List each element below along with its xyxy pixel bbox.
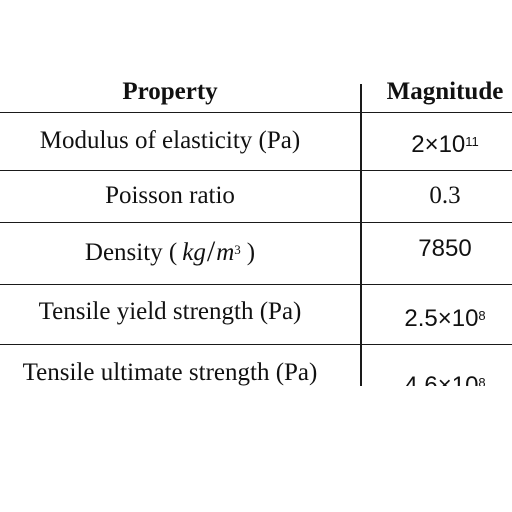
row-rule — [0, 222, 512, 223]
header-rule — [0, 112, 512, 113]
row-rule — [0, 170, 512, 171]
column-divider — [360, 84, 362, 386]
value-poisson: 0.3 — [429, 182, 461, 209]
property-ultimate-strength: Tensile ultimate strength (Pa) — [22, 359, 318, 386]
value-density: 7850 — [418, 235, 472, 262]
material-properties-table: Property Magnitude Modulus of elasticity… — [0, 74, 512, 386]
property-density: Density ( kg / m 3 ) — [84, 235, 256, 268]
value-modulus: 2×10 11 — [411, 131, 479, 158]
value-base: 2×10 — [411, 131, 466, 158]
row-rule — [0, 344, 512, 345]
property-poisson: Poisson ratio — [105, 182, 235, 209]
value-base: 4.6×10 — [404, 372, 479, 386]
row-rule — [0, 284, 512, 285]
header-magnitude: Magnitude — [386, 78, 504, 105]
value-yield-strength: 2.5×10 8 — [404, 305, 486, 332]
unit-numerator: kg — [182, 239, 206, 266]
unit-slash: / — [206, 235, 216, 268]
header-property: Property — [122, 78, 218, 105]
value-ultimate-strength: 4.6×10 8 — [372, 358, 512, 386]
density-close-paren: ) — [246, 239, 256, 266]
property-modulus: Modulus of elasticity (Pa) — [39, 127, 301, 154]
property-yield-strength: Tensile yield strength (Pa) — [38, 298, 302, 325]
unit-denominator: m — [216, 239, 235, 266]
density-label: Density ( — [84, 239, 178, 266]
value-base: 2.5×10 — [404, 305, 479, 332]
